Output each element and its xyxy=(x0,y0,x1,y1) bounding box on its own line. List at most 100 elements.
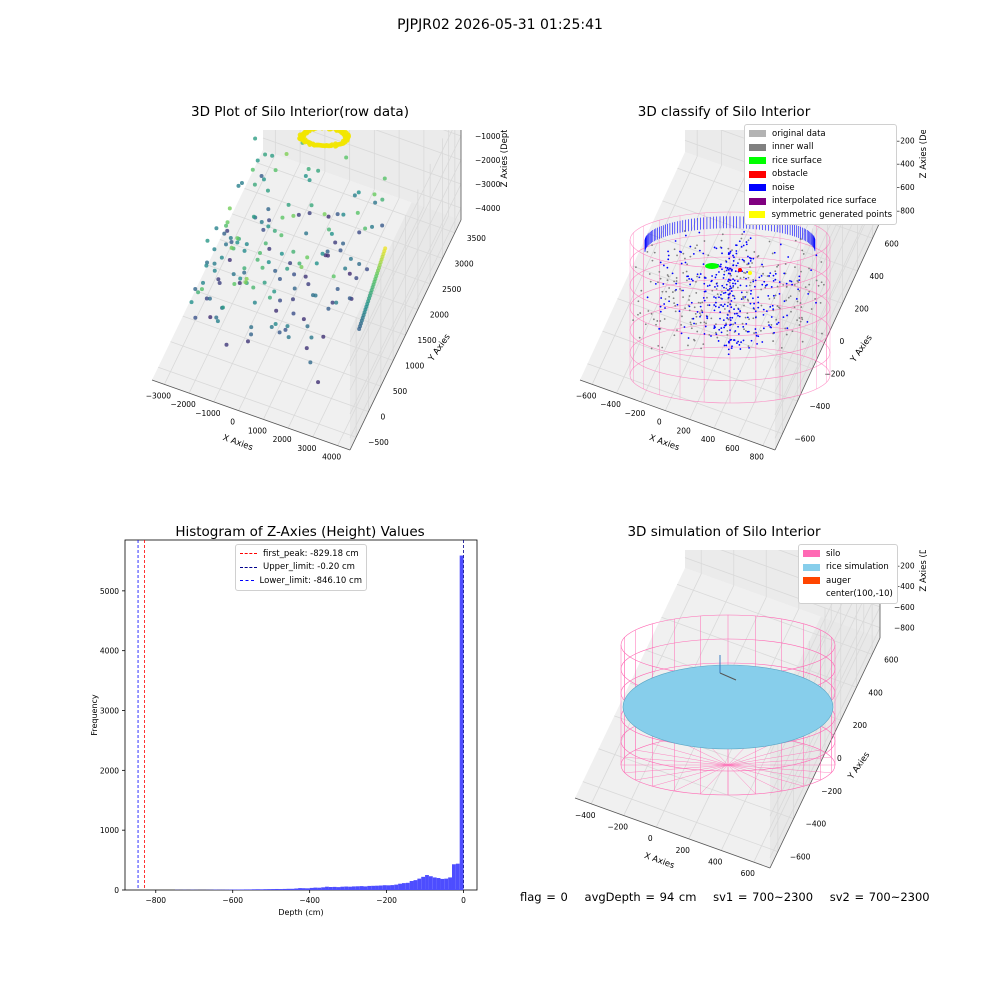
original-point xyxy=(821,332,823,335)
data-point xyxy=(325,249,330,254)
noise-point xyxy=(701,311,704,314)
histogram-bar xyxy=(355,886,360,890)
data-point xyxy=(237,281,242,286)
auger-axis xyxy=(719,672,737,681)
grid-z xyxy=(769,627,881,858)
y-tick-label: 3000 xyxy=(100,707,119,716)
histogram-bar xyxy=(432,877,437,890)
original-point xyxy=(637,300,640,303)
noise-point xyxy=(723,286,725,289)
data-point xyxy=(357,262,362,267)
original-point xyxy=(694,247,697,250)
noise-point xyxy=(733,339,736,342)
data-point xyxy=(352,193,357,198)
y-tick-label: 1000 xyxy=(405,362,424,371)
noise-point xyxy=(725,324,727,326)
data-point xyxy=(242,266,247,271)
x-tick-label: −800 xyxy=(145,896,166,905)
noise-point xyxy=(774,272,777,275)
y-tick-label: 500 xyxy=(393,387,408,396)
noise-point xyxy=(734,282,737,285)
histogram-bar xyxy=(375,885,379,890)
noise-point xyxy=(737,262,739,265)
noise-point xyxy=(736,312,738,315)
noise-point xyxy=(703,299,706,302)
histogram-bar xyxy=(401,883,406,890)
noise-point xyxy=(675,288,677,291)
x-tick-label: 3000 xyxy=(297,444,316,453)
z-tick-label: −4000 xyxy=(475,204,501,213)
noise-point xyxy=(732,282,734,285)
legend-entry: noise xyxy=(749,181,892,195)
original-point xyxy=(723,270,726,273)
grid-y xyxy=(244,187,443,259)
data-point xyxy=(204,263,209,268)
original-point xyxy=(815,279,818,282)
original-point xyxy=(725,287,728,290)
original-point xyxy=(695,292,698,294)
data-point xyxy=(341,132,347,138)
original-point xyxy=(694,313,697,315)
legend-swatch xyxy=(749,170,766,178)
original-point xyxy=(661,290,664,293)
noise-point xyxy=(706,315,708,318)
noise-point xyxy=(761,263,763,266)
histogram-bar xyxy=(290,888,295,890)
noise-point xyxy=(729,272,732,275)
original-point xyxy=(659,277,662,280)
noise-point xyxy=(698,276,701,279)
legend-entry: center(100,-10) xyxy=(803,588,893,602)
noise-point xyxy=(714,305,717,308)
original-point xyxy=(672,297,675,300)
x-tick-label: 2000 xyxy=(273,435,292,444)
data-point xyxy=(277,330,282,335)
x-tick-label: 0 xyxy=(461,896,466,905)
original-point xyxy=(791,330,794,333)
data-point xyxy=(266,260,271,265)
grid-y xyxy=(219,239,418,310)
original-point xyxy=(743,304,745,307)
histogram-bar xyxy=(244,889,249,890)
histogram-bar xyxy=(436,878,441,890)
original-point xyxy=(656,320,659,322)
data-point xyxy=(348,256,353,261)
noise-point xyxy=(778,293,781,295)
original-point xyxy=(680,289,683,292)
data-point xyxy=(242,270,247,275)
x-axis-label: X Axies xyxy=(643,851,676,871)
z-tick-label: −3000 xyxy=(475,180,501,189)
noise-point xyxy=(728,341,730,344)
y-axis-label: Y Axies xyxy=(848,333,875,365)
noise-point xyxy=(663,303,666,305)
data-point xyxy=(267,218,272,223)
noise-point xyxy=(719,265,721,268)
original-point xyxy=(638,336,641,339)
noise-point xyxy=(667,258,670,261)
grid-z xyxy=(349,183,462,415)
x-tick-label: 800 xyxy=(750,453,765,462)
data-point xyxy=(338,248,343,253)
histogram-bar xyxy=(271,889,276,890)
histogram-bar xyxy=(348,886,352,890)
noise-point xyxy=(753,302,755,305)
noise-point xyxy=(739,310,742,312)
x-tick-label: −400 xyxy=(299,896,320,905)
z-axis-label: Z Axies (Depth) xyxy=(919,130,929,178)
data-point xyxy=(272,228,277,233)
noise-point xyxy=(710,335,712,337)
noise-point xyxy=(770,316,773,318)
silo-floor-spoke xyxy=(727,764,756,795)
noise-point xyxy=(729,250,732,253)
original-point xyxy=(793,284,796,286)
noise-point xyxy=(740,341,743,344)
original-point xyxy=(741,233,744,236)
noise-point xyxy=(664,307,666,309)
data-point xyxy=(316,380,321,385)
legend-swatch xyxy=(803,550,820,558)
noise-point xyxy=(745,285,748,287)
data-point xyxy=(220,305,225,310)
noise-point xyxy=(732,260,735,262)
original-point xyxy=(684,307,687,310)
x-tick-label: −2000 xyxy=(170,400,196,409)
original-point xyxy=(785,299,788,302)
